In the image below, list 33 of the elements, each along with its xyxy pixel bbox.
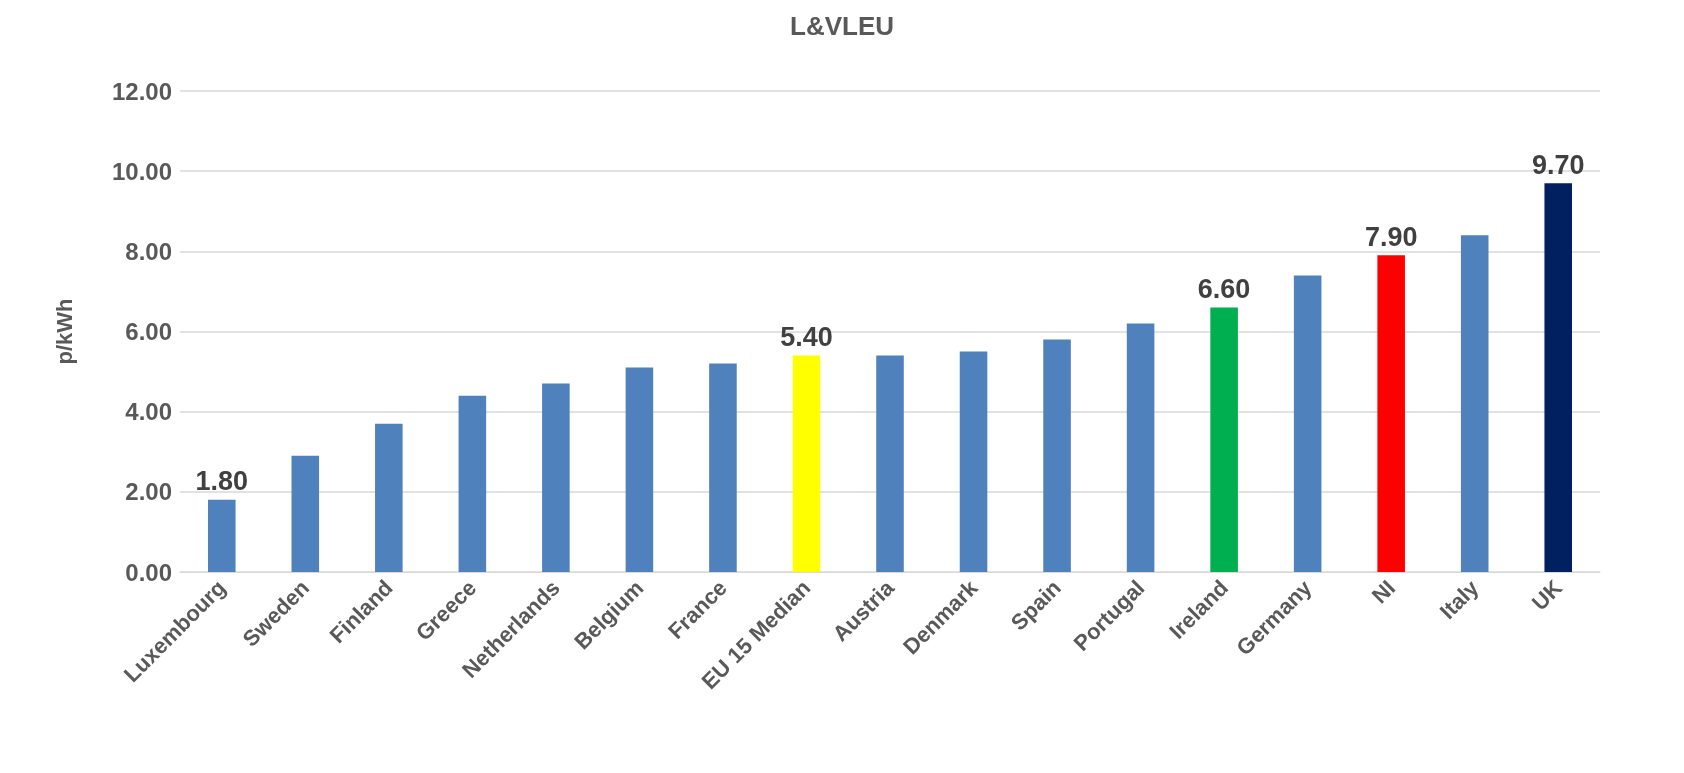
bar bbox=[458, 395, 487, 572]
bar bbox=[375, 423, 403, 572]
y-tick-label: 2.00 bbox=[125, 478, 172, 506]
bar bbox=[959, 351, 988, 572]
data-label: 7.90 bbox=[1364, 221, 1418, 252]
y-tick-label: 8.00 bbox=[125, 237, 172, 265]
bar bbox=[1043, 339, 1071, 572]
y-tick-label: 6.00 bbox=[125, 318, 172, 345]
bar bbox=[625, 367, 654, 572]
y-tick-label: 4.00 bbox=[125, 398, 172, 426]
y-tick-label: 0.00 bbox=[125, 558, 172, 586]
bar bbox=[1126, 323, 1155, 572]
x-tick-label: NI bbox=[1366, 575, 1401, 609]
data-label: 9.70 bbox=[1531, 149, 1585, 180]
bar bbox=[1293, 275, 1322, 572]
y-tick-label: 10.00 bbox=[111, 157, 172, 185]
bar bbox=[876, 355, 904, 572]
y-axis-title: p/kWh bbox=[51, 298, 77, 365]
bar bbox=[709, 363, 737, 572]
bar bbox=[207, 499, 236, 572]
chart-title: L&VLEU bbox=[790, 11, 894, 41]
y-tick-label: 12.00 bbox=[111, 77, 172, 105]
data-label: 1.80 bbox=[195, 466, 249, 497]
bar bbox=[1210, 307, 1238, 572]
bar bbox=[1377, 255, 1405, 572]
x-tick-label: UK bbox=[1526, 575, 1568, 616]
data-label: 6.60 bbox=[1197, 273, 1251, 304]
bar bbox=[291, 455, 320, 572]
bar bbox=[792, 355, 821, 572]
bar bbox=[542, 383, 570, 572]
data-label: 5.40 bbox=[780, 322, 833, 353]
bar bbox=[1460, 235, 1489, 572]
bar bbox=[1544, 183, 1573, 572]
